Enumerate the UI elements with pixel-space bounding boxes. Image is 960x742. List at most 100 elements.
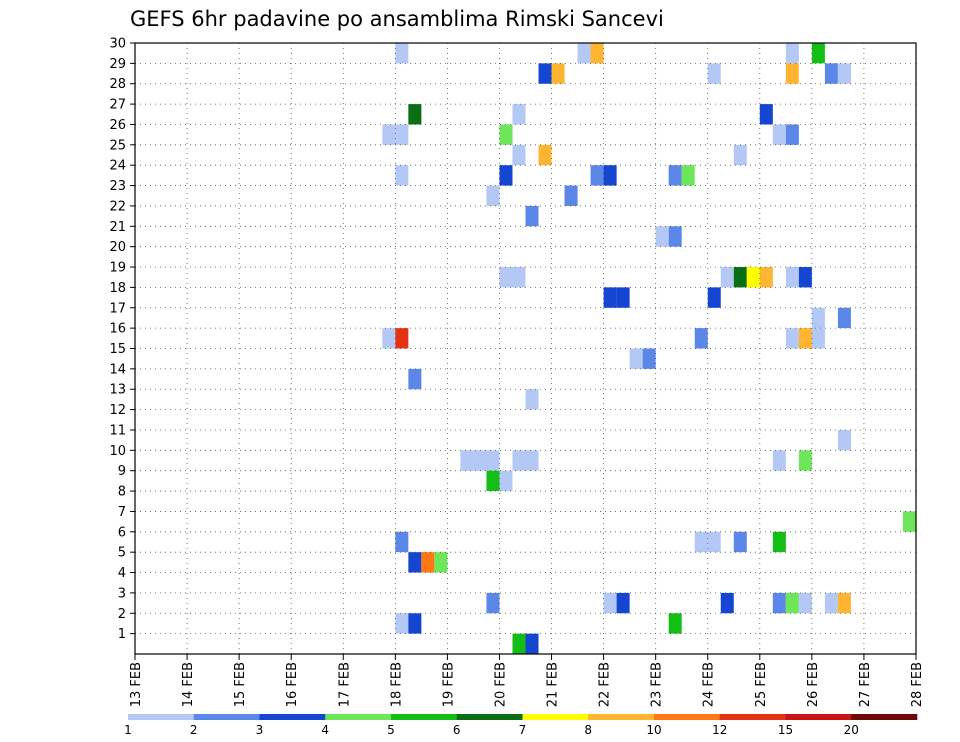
heatmap-cells <box>382 43 916 654</box>
x-tick-label: 16 FEB <box>285 662 300 707</box>
colorbar-label: 2 <box>190 723 198 737</box>
y-tick-label: 27 <box>109 98 126 113</box>
y-tick-label: 9 <box>118 464 126 479</box>
precip-cell <box>733 267 747 288</box>
precip-cell <box>551 63 565 84</box>
precip-cell <box>668 165 682 186</box>
y-tick-label: 4 <box>118 566 126 581</box>
colorbar-label: 5 <box>387 723 395 737</box>
colorbar-label: 3 <box>256 723 264 737</box>
precip-cell <box>525 633 539 654</box>
colorbar-swatch <box>785 714 852 720</box>
y-tick-label: 28 <box>109 77 126 92</box>
precip-cell <box>811 43 825 64</box>
y-tick-label: 16 <box>109 322 126 337</box>
precip-cell <box>395 613 409 634</box>
precip-cell <box>785 124 799 145</box>
precip-cell <box>382 328 396 349</box>
colorbar-swatch <box>851 714 918 720</box>
precip-cell <box>512 633 526 654</box>
x-tick-label: 13 FEB <box>129 662 144 707</box>
precip-cell <box>759 104 773 125</box>
precip-cell <box>902 511 916 532</box>
colorbar-label: 6 <box>453 723 461 737</box>
y-tick-label: 19 <box>109 261 126 276</box>
precip-cell <box>642 348 656 369</box>
precip-cell <box>512 267 526 288</box>
precip-cell <box>408 613 422 634</box>
y-axis: 1234567891011121314151617181920212223242… <box>109 37 135 642</box>
precip-cell <box>512 450 526 471</box>
precip-cell <box>382 124 396 145</box>
precip-cell <box>759 267 773 288</box>
precip-cell <box>772 531 786 553</box>
colorbar-label: 20 <box>844 723 859 737</box>
precip-cell <box>772 450 786 471</box>
colorbar-swatch <box>588 714 655 720</box>
precip-cell <box>811 328 825 349</box>
precip-cell <box>512 104 526 125</box>
y-tick-label: 8 <box>118 485 126 500</box>
colorbar-label: 8 <box>584 723 592 737</box>
x-tick-label: 23 FEB <box>650 662 665 707</box>
precip-cell <box>785 328 799 349</box>
x-tick-label: 26 FEB <box>806 662 821 707</box>
x-tick-label: 19 FEB <box>441 662 456 707</box>
precip-cell <box>707 63 721 84</box>
y-tick-label: 1 <box>118 627 126 642</box>
y-tick-label: 21 <box>109 220 126 235</box>
y-tick-label: 25 <box>109 138 126 153</box>
precip-cell <box>798 328 812 349</box>
precip-cell <box>525 450 539 471</box>
y-tick-label: 18 <box>109 281 126 296</box>
precip-cell <box>499 267 513 288</box>
precip-cell <box>733 531 747 553</box>
precip-cell <box>564 185 578 206</box>
x-tick-label: 22 FEB <box>598 662 613 707</box>
precip-cell <box>395 43 409 64</box>
colorbar-swatch <box>325 714 392 720</box>
precip-cell <box>798 267 812 288</box>
precip-cell <box>707 287 721 308</box>
precip-cell <box>525 389 539 410</box>
colorbar-label: 15 <box>778 723 793 737</box>
x-tick-label: 27 FEB <box>858 662 873 707</box>
y-tick-label: 15 <box>109 342 126 357</box>
y-tick-label: 7 <box>118 505 126 520</box>
colorbar-swatch <box>391 714 458 720</box>
precip-cell <box>785 63 799 84</box>
precip-cell <box>421 552 435 573</box>
precip-cell <box>512 144 526 166</box>
precip-cell <box>837 592 851 614</box>
precip-cell <box>720 592 734 614</box>
precip-cell <box>408 368 422 390</box>
colorbar: 1 2 3 4 5 6 7 8 10 12 15 20 <box>124 714 918 737</box>
y-tick-label: 2 <box>118 607 126 622</box>
y-tick-label: 13 <box>109 383 126 398</box>
colorbar-swatch <box>522 714 589 720</box>
precip-cell <box>629 348 643 369</box>
precip-cell <box>473 450 487 471</box>
y-tick-label: 29 <box>109 57 126 72</box>
y-tick-label: 3 <box>118 586 126 601</box>
x-axis: 13 FEB 14 FEB 15 FEB 16 FEB 17 FEB 18 FEB 19 F… <box>129 654 925 707</box>
precip-cell <box>590 43 604 64</box>
precip-cell <box>499 165 513 186</box>
precip-cell <box>395 531 409 553</box>
x-tick-label: 17 FEB <box>337 662 352 707</box>
y-tick-label: 6 <box>118 525 126 540</box>
colorbar-label: 7 <box>519 723 527 737</box>
precip-cell <box>460 450 474 471</box>
precip-cell <box>785 267 799 288</box>
x-tick-label: 21 FEB <box>546 662 561 707</box>
y-tick-label: 10 <box>109 444 126 459</box>
y-tick-label: 26 <box>109 118 126 133</box>
y-tick-label: 23 <box>109 179 126 194</box>
precip-cell <box>668 226 682 247</box>
precip-cell <box>811 307 825 329</box>
x-tick-label: 14 FEB <box>181 662 196 707</box>
precip-cell <box>395 124 409 145</box>
precip-cell <box>837 429 851 451</box>
x-tick-label: 18 FEB <box>389 662 404 707</box>
